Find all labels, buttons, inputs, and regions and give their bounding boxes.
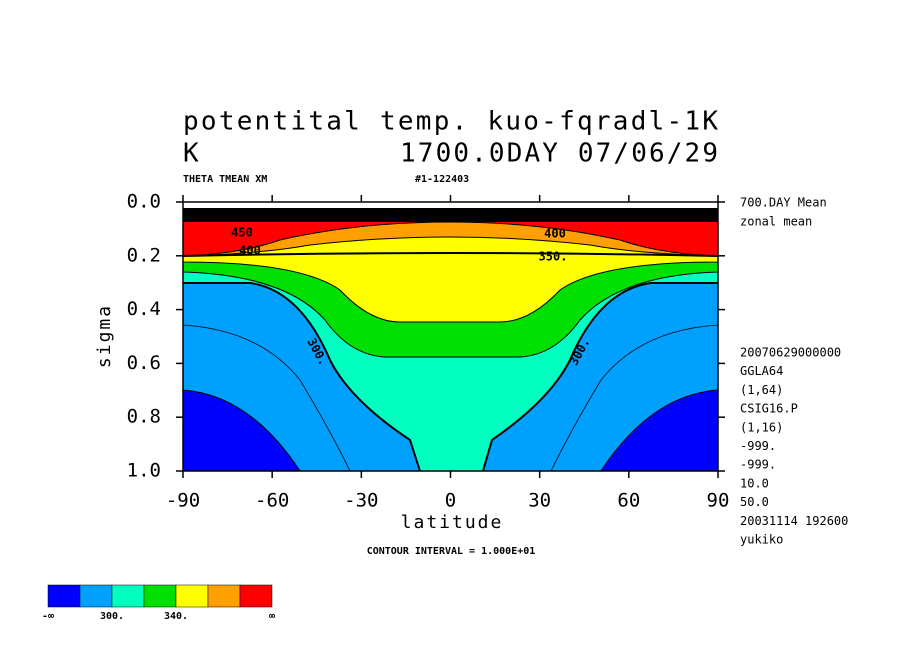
colorbar-swatch	[175, 584, 209, 608]
contour-label: 400	[239, 244, 261, 258]
info-text: 700.DAY Mean	[740, 196, 827, 210]
contour-label: 450	[231, 226, 253, 240]
footer: CONTOUR INTERVAL = 1.000E+01	[367, 546, 536, 557]
contour-line	[550, 324, 719, 472]
y-tick-label: 0.2	[127, 244, 161, 266]
colorbar-swatch	[143, 584, 177, 608]
colorbar-swatch	[79, 584, 113, 608]
chart-title: potentital temp. kuo-fqradl-1K	[183, 107, 718, 137]
y-axis-label: sigma	[94, 304, 115, 368]
x-tick-label: -30	[344, 490, 378, 512]
info-text: -999.	[740, 458, 776, 472]
info-text: -999.	[740, 439, 776, 453]
colorbar-label: -∞	[42, 611, 54, 622]
x-axis-label: latitude	[401, 512, 504, 533]
top-gap	[183, 202, 718, 208]
info-text: 20031114 192600	[740, 514, 848, 528]
info-text: (1,64)	[740, 383, 783, 397]
y-tick-label: 0.0	[127, 191, 161, 213]
colorbar-label: ∞	[269, 611, 275, 622]
contour-label: 350.	[539, 250, 568, 264]
colorbar-swatch	[239, 584, 273, 608]
info-text: (1,16)	[740, 420, 783, 434]
y-tick-label: 0.4	[127, 298, 161, 320]
info-text: 20070629000000	[740, 346, 841, 360]
x-tick-label: -90	[166, 490, 200, 512]
info-text: 50.0	[740, 495, 769, 509]
contour-label: 400	[544, 227, 566, 241]
x-tick-label: 90	[707, 490, 730, 512]
header-right: #1-122403	[415, 174, 469, 185]
chart-subtitle: 1700.0DAY 07/06/29	[400, 139, 718, 169]
info-text: zonal mean	[740, 215, 812, 229]
contour-line	[182, 324, 351, 472]
dense-contours	[183, 208, 718, 222]
x-tick-label: 0	[445, 490, 456, 512]
y-tick-label: 0.8	[127, 406, 161, 428]
contour-line	[183, 282, 421, 472]
y-tick-label: 1.0	[127, 460, 161, 482]
colorbar-swatch	[111, 584, 145, 608]
colorbar-swatch	[207, 584, 241, 608]
x-tick-label: -60	[255, 490, 289, 512]
x-tick-label: 30	[528, 490, 551, 512]
info-text: 10.0	[740, 476, 769, 490]
contour-line	[482, 282, 718, 472]
info-text: yukiko	[740, 533, 783, 547]
colorbar-swatch	[47, 584, 81, 608]
colorbar-label: 340.	[164, 611, 188, 622]
info-text: CSIG16.P	[740, 402, 798, 416]
units: K	[183, 139, 199, 169]
y-tick-label: 0.6	[127, 352, 161, 374]
colorbar-label: 300.	[100, 611, 124, 622]
plot-area	[182, 201, 719, 472]
header-left: THETA TMEAN XM	[183, 174, 267, 185]
contour-region	[182, 221, 719, 323]
x-tick-label: 60	[617, 490, 640, 512]
contour-line	[182, 252, 719, 257]
info-text: GGLA64	[740, 364, 783, 378]
